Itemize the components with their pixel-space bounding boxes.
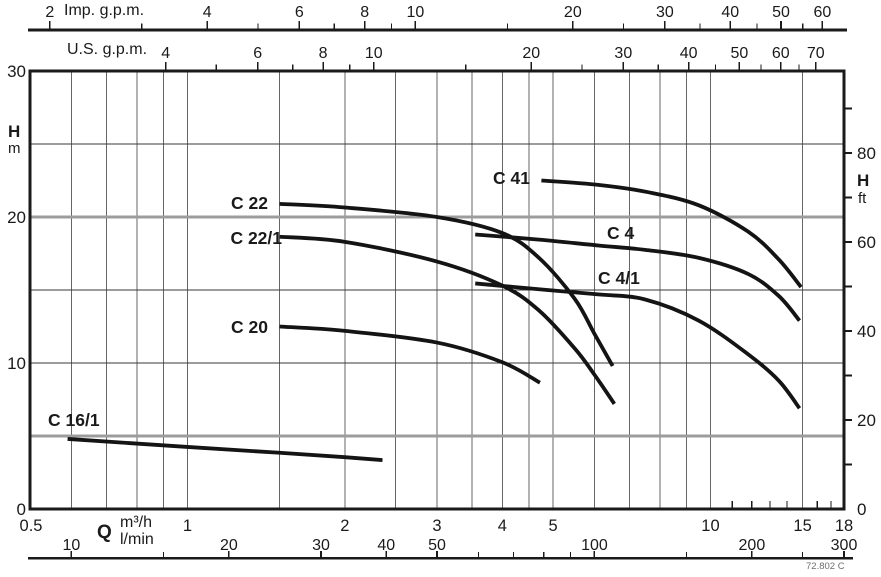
- curve-label-c-22: C 22: [231, 193, 268, 213]
- curve-c-4: [475, 232, 802, 322]
- lmin-tick-label: 20: [220, 537, 238, 554]
- us-gpm-tick-label: 6: [253, 45, 262, 62]
- imp-gpm-tick-label: 50: [772, 4, 790, 21]
- right-axis-tick-label: 80: [857, 144, 876, 163]
- m3h-tick-label: 15: [793, 517, 811, 535]
- plot-border: [28, 69, 846, 511]
- left-axis-unit-label: m: [8, 140, 21, 157]
- imp-gpm-tick-label: 10: [406, 4, 424, 21]
- lmin-tick-label: 100: [581, 537, 608, 554]
- imp-gpm-axis-label: Imp. g.p.m.: [64, 2, 145, 19]
- imp-gpm-axis: 2 4 6 8 10 20 30 40 50 60: [28, 4, 847, 32]
- right-axis-head-label: H: [857, 171, 870, 190]
- left-axis-tick-label: 20: [7, 208, 26, 227]
- curve-label-c-22-1: C 22/1: [230, 228, 282, 248]
- drawing-number-footnote: 72.802 C: [806, 561, 845, 572]
- m3h-tick-label: 4: [498, 517, 507, 535]
- curve-c-41: [541, 178, 803, 289]
- left-axis: 0 10 20 30: [7, 62, 26, 519]
- us-gpm-tick-label: 60: [772, 45, 790, 62]
- right-axis: 0 20 40 60 80: [844, 107, 876, 519]
- us-gpm-tick-label: 50: [730, 45, 748, 62]
- us-gpm-axis-label: U.S. g.p.m.: [67, 41, 148, 58]
- flow-unit-lmin-label: l/min: [120, 531, 154, 548]
- right-axis-tick-label: 40: [857, 322, 876, 341]
- m3h-tick-label: 10: [701, 517, 719, 535]
- left-axis-tick-label: 0: [17, 500, 26, 519]
- curve-c-4-1: [475, 281, 802, 410]
- m3h-tick-label: 5: [548, 517, 557, 535]
- curve-c-22-1: [279, 234, 616, 405]
- left-axis-tick-label: 10: [7, 354, 26, 373]
- right-axis-unit-label: ft: [858, 190, 867, 207]
- curves: [67, 178, 803, 462]
- lmin-tick-label: 10: [63, 537, 81, 554]
- us-gpm-tick-label: 4: [161, 45, 170, 62]
- imp-gpm-tick-label: 6: [295, 4, 304, 21]
- m3h-tick-label: 1: [183, 517, 192, 535]
- m3h-tick-label: 2: [340, 517, 349, 535]
- curve-label-c-16-1: C 16/1: [48, 410, 100, 430]
- lmin-tick-label: 30: [312, 537, 330, 554]
- imp-gpm-tick-label: 40: [721, 4, 739, 21]
- imp-gpm-tick-label: 60: [813, 4, 831, 21]
- curve-c-20: [279, 324, 541, 385]
- us-gpm-tick-label: 70: [807, 45, 825, 62]
- left-axis-head-label: H: [8, 122, 21, 141]
- right-axis-tick-label: 20: [857, 411, 876, 430]
- curve-label-c-41: C 41: [493, 168, 530, 188]
- lmin-tick-label: 50: [428, 537, 446, 554]
- lmin-tick-label: 300: [831, 537, 858, 554]
- curve-labels: C 16/1 C 20 C 22 C 22/1 C 41 C 4 C 4/1: [48, 168, 640, 430]
- flow-axis-label: Q: [97, 522, 112, 543]
- us-gpm-axis: 4 6 8 10 20 30 40 50 60 70: [161, 45, 825, 72]
- flow-unit-m3h-label: m³/h: [120, 514, 152, 531]
- m3h-axis: 0.5 1 2 3 4 5 10 15 18: [20, 501, 853, 535]
- right-axis-tick-label: 0: [857, 500, 866, 519]
- imp-gpm-tick-label: 30: [656, 4, 674, 21]
- imp-gpm-tick-label: 2: [45, 4, 54, 21]
- us-gpm-tick-label: 8: [319, 45, 328, 62]
- right-axis-tick-label: 60: [857, 233, 876, 252]
- us-gpm-tick-label: 20: [522, 45, 540, 62]
- lmin-tick-label: 200: [739, 537, 766, 554]
- imp-gpm-tick-label: 20: [564, 4, 582, 21]
- us-gpm-tick-label: 40: [680, 45, 698, 62]
- us-gpm-tick-label: 10: [365, 45, 383, 62]
- curve-label-c-4: C 4: [607, 223, 635, 243]
- curve-c-16-1: [67, 437, 383, 462]
- m3h-tick-label: 0.5: [20, 517, 43, 535]
- m3h-tick-label: 3: [432, 517, 441, 535]
- imp-gpm-tick-label: 4: [203, 4, 212, 21]
- imp-gpm-tick-label: 8: [360, 4, 369, 21]
- curve-label-c-4-1: C 4/1: [598, 268, 640, 288]
- curve-c-22: [279, 201, 615, 367]
- m3h-tick-label: 18: [835, 517, 853, 535]
- curve-label-c-20: C 20: [231, 317, 268, 337]
- lmin-tick-label: 40: [377, 537, 395, 554]
- us-gpm-tick-label: 30: [614, 45, 632, 62]
- left-axis-tick-label: 30: [7, 62, 26, 81]
- lmin-axis: 10 20 30 40 50 100 200 300: [28, 537, 858, 560]
